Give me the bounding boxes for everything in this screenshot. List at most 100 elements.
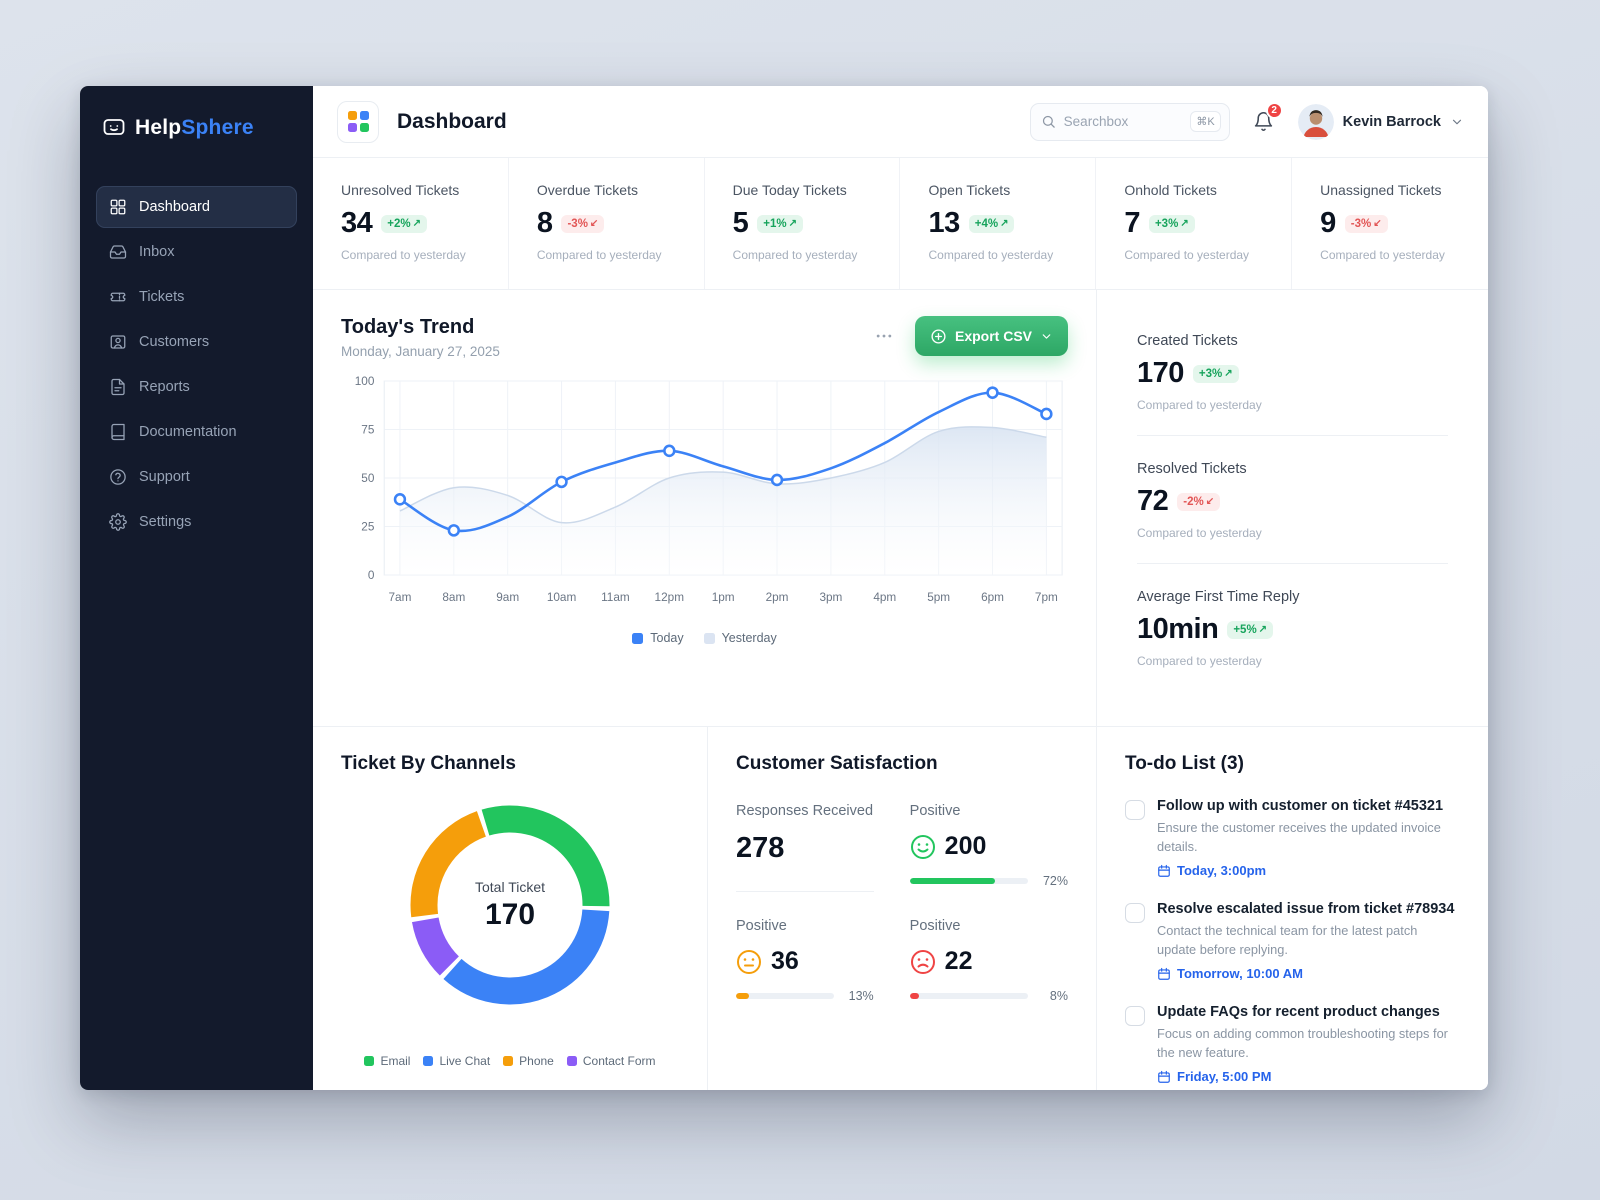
sidebar-item-settings[interactable]: Settings xyxy=(96,501,297,543)
calendar-icon xyxy=(1158,1070,1170,1083)
satisfaction-row-negative: Positive 22 8% xyxy=(909,918,1068,1003)
ticket-by-channels-card: Ticket By Channels Total Ticket 170 Emai… xyxy=(313,727,708,1090)
logo: HelpSphere xyxy=(96,112,297,144)
notification-badge: 2 xyxy=(1265,101,1283,119)
bell-icon xyxy=(1255,112,1273,131)
todo-title: To-do List (3) xyxy=(1125,753,1244,774)
delta-badge: +4% ↗ xyxy=(968,214,1015,233)
delta-badge: +1% ↗ xyxy=(757,214,804,233)
trend-date: Monday, January 27, 2025 xyxy=(341,344,500,359)
notifications-button[interactable]: 2 xyxy=(1244,101,1284,142)
happy-face-icon xyxy=(910,834,936,860)
ticket-icon xyxy=(109,288,127,306)
apps-grid-button[interactable] xyxy=(337,100,379,143)
svg-text:100: 100 xyxy=(355,374,375,388)
user-name: Kevin Barrock xyxy=(1342,113,1441,130)
todo-checkbox[interactable] xyxy=(1125,800,1145,820)
svg-text:7pm: 7pm xyxy=(1035,590,1058,604)
sidebar-nav: Dashboard Inbox Tickets Customers Report… xyxy=(96,186,297,546)
responses-received: Responses Received 278 xyxy=(736,803,874,892)
svg-text:9am: 9am xyxy=(496,590,519,604)
delta-badge: -2% ↙ xyxy=(1177,492,1221,511)
stat-onhold-tickets: Onhold Tickets 7 +3% ↗ Compared to yesterd… xyxy=(1096,158,1293,289)
satisfaction-progress-bar xyxy=(909,878,1028,884)
svg-text:50: 50 xyxy=(361,471,374,485)
svg-text:1pm: 1pm xyxy=(712,590,735,604)
satisfaction-title: Customer Satisfaction xyxy=(736,753,938,774)
donut-center: Total Ticket 170 xyxy=(474,878,546,931)
support-icon xyxy=(109,468,127,486)
calendar-icon xyxy=(1158,864,1170,877)
legend-item-phone[interactable]: Phone xyxy=(503,1054,554,1068)
trend-arrow-icon: ↗ xyxy=(788,218,798,229)
search-box[interactable]: ⌘K xyxy=(1029,102,1230,141)
stat-due-today-tickets: Due Today Tickets 5 +1% ↗ Compared to yest… xyxy=(705,158,901,289)
trend-title: Today's Trend xyxy=(341,316,475,338)
stat-created-tickets: Created Tickets 170 +3% ↗ Compared to yest… xyxy=(1137,308,1448,436)
sidebar-item-reports[interactable]: Reports xyxy=(96,366,297,408)
channels-donut-chart xyxy=(410,805,610,1005)
logo-icon xyxy=(102,116,126,140)
todo-item: Update FAQs for recent product changes F… xyxy=(1125,1004,1460,1084)
sidebar-item-support[interactable]: Support xyxy=(96,456,297,498)
sidebar-item-dashboard[interactable]: Dashboard xyxy=(96,186,297,228)
todo-checkbox[interactable] xyxy=(1125,903,1145,924)
todo-item: Resolve escalated issue from ticket #789… xyxy=(1125,901,1460,981)
user-menu[interactable]: Kevin Barrock xyxy=(1297,103,1464,140)
todo-item: Follow up with customer on ticket #45321… xyxy=(1125,798,1460,878)
svg-text:4pm: 4pm xyxy=(873,590,896,604)
chevron-down-icon xyxy=(1042,333,1051,339)
trend-arrow-icon: ↗ xyxy=(1180,218,1189,229)
delta-badge: +5% ↗ xyxy=(1227,620,1274,639)
todo-checkbox[interactable] xyxy=(1125,1006,1145,1027)
legend-item-yesterday[interactable]: Yesterday xyxy=(703,631,777,645)
main-content: Dashboard ⌘K 2 Kevin Barrock Un xyxy=(313,86,1488,1090)
summary-stats-panel: Created Tickets 170 +3% ↗ Compared to yest… xyxy=(1097,290,1488,726)
svg-text:0: 0 xyxy=(368,568,375,582)
stat-overdue-tickets: Overdue Tickets 8 -3% ↙ Compared to yester… xyxy=(509,158,705,289)
svg-text:2pm: 2pm xyxy=(766,590,789,604)
svg-text:12pm: 12pm xyxy=(655,590,685,604)
kpi-stats-row: Unresolved Tickets 34 +2% ↗ Compared to ye… xyxy=(313,158,1488,290)
todo-list-card: To-do List (3) Follow up with customer o… xyxy=(1097,727,1488,1090)
sad-face-icon xyxy=(910,949,936,975)
more-options-button[interactable] xyxy=(867,319,901,353)
legend-item-live-chat[interactable]: Live Chat xyxy=(423,1054,490,1068)
page-title: Dashboard xyxy=(397,109,507,133)
logo-text: HelpSphere xyxy=(135,116,254,139)
svg-text:75: 75 xyxy=(361,422,374,436)
gear-icon xyxy=(109,513,127,531)
satisfaction-row-neutral: Positive 36 13% xyxy=(736,918,874,1003)
sidebar: HelpSphere Dashboard Inbox Tickets Custo… xyxy=(80,86,313,1090)
trend-arrow-icon: ↗ xyxy=(1258,624,1268,635)
legend-item-email[interactable]: Email xyxy=(364,1054,410,1068)
stat-open-tickets: Open Tickets 13 +4% ↗ Compared to yesterda… xyxy=(900,158,1097,289)
ellipsis-icon xyxy=(876,334,892,338)
stat-unresolved-tickets: Unresolved Tickets 34 +2% ↗ Compared to ye… xyxy=(313,158,509,289)
sidebar-item-documentation[interactable]: Documentation xyxy=(96,411,297,453)
stat-average-first-time-reply: Average First Time Reply 10min +5% ↗ Compa… xyxy=(1137,589,1300,668)
avatar xyxy=(1297,103,1334,140)
legend-item-today[interactable]: Today xyxy=(632,631,684,645)
sidebar-item-customers[interactable]: Customers xyxy=(96,321,297,363)
export-csv-button[interactable]: Export CSV xyxy=(914,316,1068,356)
satisfaction-progress-bar xyxy=(736,993,834,999)
trend-line-chart: 0 25 50 75 100 7am 8am 9am 10am 11am 12pm 1pm 2pm 3pm… xyxy=(355,374,1063,604)
todo-due: Tomorrow, 10:00 AM xyxy=(1157,966,1460,981)
search-icon xyxy=(1042,115,1055,128)
delta-badge: +2% ↗ xyxy=(381,214,427,233)
delta-badge: +3% ↗ xyxy=(1148,214,1195,233)
svg-text:5pm: 5pm xyxy=(927,590,950,604)
channels-title: Ticket By Channels xyxy=(341,753,516,774)
delta-badge: -3% ↙ xyxy=(1344,214,1388,233)
trend-arrow-icon: ↗ xyxy=(1224,368,1233,379)
search-input[interactable] xyxy=(1063,114,1183,129)
sidebar-item-tickets[interactable]: Tickets xyxy=(96,276,297,318)
todo-due: Today, 3:00pm xyxy=(1157,863,1460,878)
trend-arrow-icon: ↙ xyxy=(1205,496,1215,507)
search-shortcut: ⌘K xyxy=(1190,111,1221,132)
customers-icon xyxy=(109,333,127,351)
legend-item-contact-form[interactable]: Contact Form xyxy=(566,1054,656,1068)
sidebar-item-inbox[interactable]: Inbox xyxy=(96,231,297,273)
trend-arrow-icon: ↙ xyxy=(1373,218,1382,229)
